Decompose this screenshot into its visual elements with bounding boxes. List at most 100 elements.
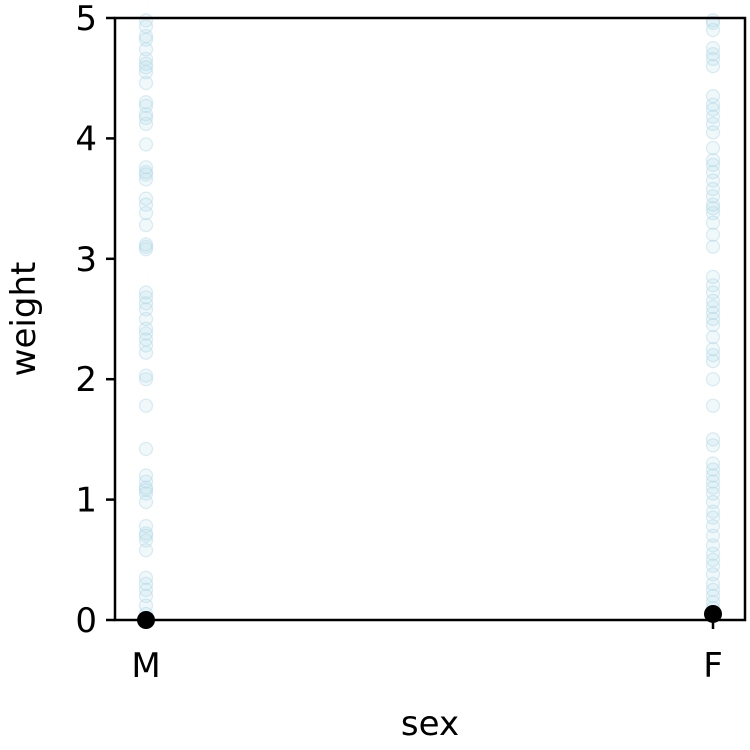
data-point-F <box>705 462 721 477</box>
data-point-F <box>705 528 721 543</box>
highlight-points <box>137 604 722 629</box>
data-point-M <box>138 528 154 543</box>
data-point-F <box>705 157 721 172</box>
y-axis: 0 1 2 3 4 5 <box>75 0 115 641</box>
data-point-M <box>138 205 154 221</box>
y-tick-label: 3 <box>75 240 97 280</box>
data-point-F <box>705 486 721 501</box>
data-point-F <box>705 125 721 140</box>
data-point-F <box>705 398 721 413</box>
y-tick-label: 1 <box>75 481 97 521</box>
data-point-F <box>705 239 721 254</box>
data-point-F <box>705 22 721 38</box>
data-point-M <box>138 543 154 558</box>
data-point-M <box>138 110 154 126</box>
data-point-M <box>138 107 154 122</box>
data-point-F <box>705 205 721 221</box>
data-point-M <box>138 160 154 175</box>
data-point-M <box>138 332 154 347</box>
data-point-M <box>138 486 154 501</box>
data-point-M <box>138 42 154 57</box>
data-point-M <box>138 326 154 341</box>
data-point-F <box>705 329 721 345</box>
data-point-M <box>138 474 154 489</box>
data-point-F <box>705 165 721 180</box>
data-point-F <box>705 538 721 553</box>
data-point-F <box>705 109 721 124</box>
data-point-F <box>705 278 721 293</box>
data-point-F <box>705 567 721 582</box>
data-point-F <box>705 342 721 357</box>
data-point-M <box>138 321 154 336</box>
data-point-M <box>138 65 154 80</box>
data-point-F <box>705 311 721 327</box>
data-point-F <box>705 552 721 567</box>
data-point-M <box>138 239 154 254</box>
data-point-F <box>705 40 721 56</box>
data-point-M <box>138 338 154 353</box>
data-point-F <box>705 474 721 489</box>
data-point-F <box>705 285 721 300</box>
data-point-M <box>138 311 154 327</box>
data-point-M <box>138 368 154 383</box>
data-point-F <box>705 576 721 591</box>
data-point-M <box>138 576 154 591</box>
plot-area-frame <box>113 16 747 622</box>
data-point-M <box>138 191 154 206</box>
data-point-F <box>705 299 721 315</box>
data-point-F <box>705 504 721 519</box>
data-point-M <box>138 290 154 305</box>
data-point-M <box>138 468 154 483</box>
y-tick-label: 0 <box>75 601 97 641</box>
data-point-M <box>138 285 154 300</box>
data-point-M <box>138 98 154 113</box>
data-point-M <box>138 296 154 311</box>
data-point-F <box>705 47 721 62</box>
data-point-M <box>138 242 154 257</box>
data-point-F <box>705 227 721 242</box>
data-point-F <box>705 189 721 204</box>
y-tick-label: 4 <box>75 119 97 159</box>
data-point-F <box>705 582 721 598</box>
x-axis-label: sex <box>401 704 459 744</box>
data-point-M <box>138 582 154 598</box>
data-point-M <box>138 302 154 317</box>
data-point-M <box>138 526 154 541</box>
data-point-F <box>705 89 721 104</box>
data-point-F <box>705 348 721 363</box>
data-point-F <box>705 317 721 333</box>
data-point-F <box>705 51 721 67</box>
data-point-M <box>138 60 154 75</box>
data-point-M <box>138 494 154 510</box>
data-point-M <box>138 217 154 233</box>
data-point-F <box>705 293 721 309</box>
data-point-F <box>705 173 721 188</box>
data-point-M <box>138 237 154 252</box>
data-point-M <box>138 56 154 71</box>
data-point-F <box>705 15 721 30</box>
data-point-F <box>705 546 721 561</box>
data-point-F <box>705 197 721 212</box>
data-point-M <box>138 372 154 387</box>
data-point-F <box>705 97 721 112</box>
data-point-M <box>138 75 154 91</box>
data-point-F <box>705 456 721 471</box>
data-point-F <box>705 510 721 525</box>
x-tick-label: M <box>131 646 160 686</box>
data-point-F <box>705 181 721 197</box>
data-point-F <box>705 480 721 495</box>
y-tick-label: 2 <box>75 360 97 400</box>
data-point-M <box>138 19 154 34</box>
data-point-M <box>138 345 154 360</box>
data-point-F <box>705 305 721 321</box>
data-point-F <box>705 140 721 156</box>
x-tick-label: F <box>703 646 723 686</box>
data-point-F <box>705 215 721 230</box>
data-point-M <box>138 533 154 548</box>
data-point-M <box>138 398 154 413</box>
data-point-M <box>138 28 154 44</box>
data-point-F <box>705 354 721 369</box>
data-point-M <box>138 165 154 180</box>
